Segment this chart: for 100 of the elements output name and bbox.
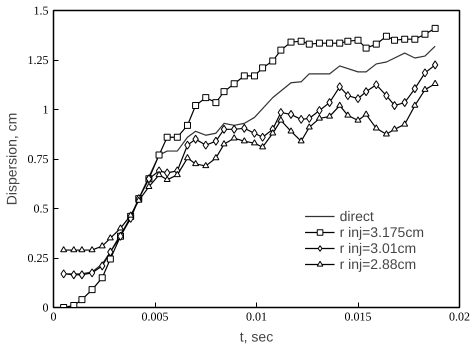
point [298, 114, 304, 124]
point [288, 38, 295, 46]
point [88, 268, 96, 278]
point [316, 106, 323, 115]
point [156, 170, 163, 178]
point [288, 110, 294, 119]
point [60, 269, 67, 278]
point [88, 246, 96, 252]
point [259, 143, 266, 150]
point [156, 152, 163, 159]
y-tick-label: 0.25 [28, 251, 48, 265]
y-axis-title: Dispersion, cm [4, 112, 20, 206]
point [164, 134, 171, 141]
point [362, 110, 370, 117]
point [212, 154, 220, 160]
x-tick-label: 0.01 [246, 310, 267, 324]
y-tick-label: 1 [42, 102, 48, 116]
y-tick-label: 1.5 [34, 4, 48, 18]
point [259, 64, 266, 72]
point [354, 94, 362, 104]
point [250, 72, 258, 80]
point [411, 36, 418, 43]
point [220, 124, 228, 134]
y-tick-label: 0 [42, 300, 48, 314]
point [432, 60, 438, 70]
point [240, 72, 248, 80]
point [421, 30, 428, 38]
point [78, 246, 86, 252]
x-axis-title: t, sec [240, 328, 274, 344]
point [422, 68, 428, 78]
point [174, 134, 181, 141]
y-tick-label: 1.25 [28, 53, 48, 67]
y-tick-label: 0.75 [28, 152, 48, 166]
point [391, 125, 398, 132]
point [220, 140, 228, 146]
point [372, 40, 380, 48]
point [432, 80, 439, 86]
point [78, 296, 86, 304]
point [250, 139, 258, 146]
point [336, 102, 344, 108]
point [298, 38, 305, 45]
x-tick-label: 0.015 [344, 310, 372, 324]
point [212, 136, 220, 146]
point [240, 137, 248, 144]
point [344, 38, 352, 45]
point [421, 86, 428, 92]
point [354, 36, 362, 44]
point [70, 302, 78, 308]
point [230, 134, 238, 140]
point [412, 84, 418, 94]
point [202, 94, 210, 102]
point [192, 102, 200, 110]
point [269, 129, 276, 136]
point [288, 127, 295, 134]
point [278, 108, 284, 117]
point [432, 24, 439, 32]
point [316, 40, 323, 47]
point [60, 246, 68, 252]
point [174, 170, 181, 178]
x-tick-label: 0.02 [449, 310, 470, 324]
point [298, 137, 305, 144]
point [344, 111, 352, 118]
point [411, 102, 418, 108]
point [326, 98, 333, 108]
point [184, 140, 191, 150]
y-tick-label: 0.5 [34, 202, 48, 216]
point [382, 32, 390, 40]
point [184, 122, 191, 129]
point [145, 182, 152, 189]
point [106, 234, 114, 240]
point [192, 134, 199, 144]
legend-label: r inj=3.175cm [340, 224, 424, 240]
point [269, 57, 276, 64]
point [401, 120, 408, 127]
point [383, 91, 390, 100]
point [277, 46, 284, 54]
point [306, 40, 313, 48]
point [362, 44, 370, 52]
point [164, 176, 171, 182]
point [192, 160, 200, 166]
point [382, 130, 390, 136]
legend-label: r inj=3.01cm [340, 240, 416, 256]
point [362, 87, 370, 96]
point [88, 286, 96, 294]
point [401, 36, 408, 43]
point [259, 132, 266, 142]
point [277, 116, 284, 123]
point [391, 36, 398, 44]
point [220, 88, 228, 96]
point [230, 80, 238, 88]
point [251, 128, 258, 138]
point [78, 270, 86, 280]
point [372, 124, 380, 131]
point [212, 99, 220, 106]
point [116, 224, 124, 231]
point [344, 91, 352, 100]
legend-label: direct [340, 208, 374, 224]
point [391, 101, 398, 110]
legend-label: r inj=2.88cm [340, 256, 416, 272]
point [202, 162, 210, 168]
